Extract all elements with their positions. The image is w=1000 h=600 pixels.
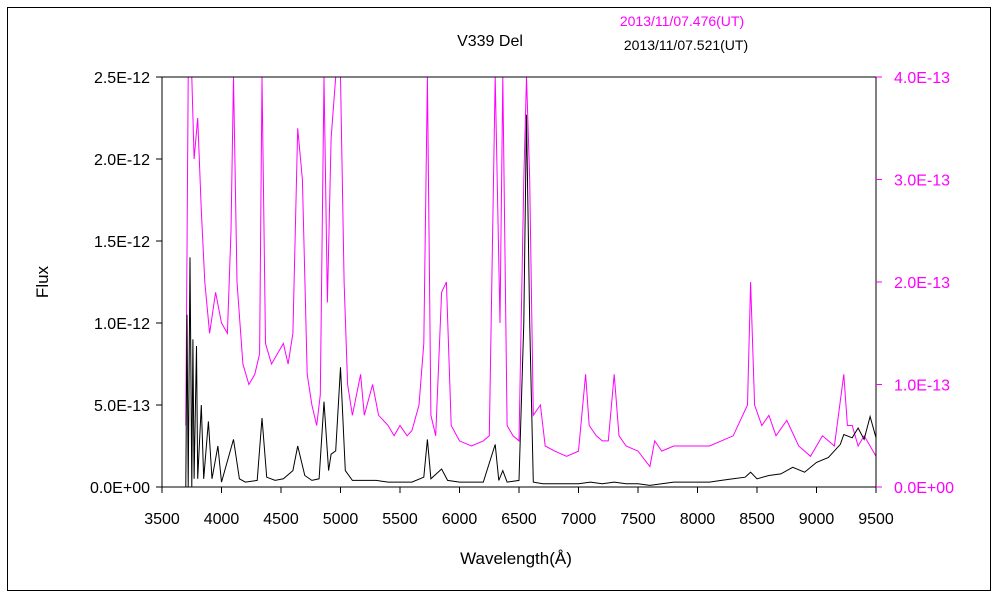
series-line-magenta: [185, 76, 877, 468]
legend-series-magenta: 2013/11/07.476(UT): [620, 13, 744, 29]
x-tick-label: 4000: [204, 511, 240, 528]
x-tick-label: 3500: [144, 511, 180, 528]
y-left-tick-label: 1.5E-12: [94, 234, 150, 251]
x-tick-label: 8000: [680, 511, 716, 528]
y-right-tick-label: 3.0E-13: [894, 173, 950, 190]
y-left-tick-label: 1.0E-12: [94, 316, 150, 333]
y-left-tick-label: 2.0E-12: [94, 152, 150, 169]
x-tick-label: 9500: [858, 511, 894, 528]
x-tick-label: 9000: [799, 511, 835, 528]
legend-series-black: 2013/11/07.521(UT): [624, 37, 748, 53]
y-right-tick-label: 0.0E+00: [894, 480, 954, 497]
series-line-black: [185, 114, 877, 488]
y-right-tick-label: 1.0E-13: [894, 378, 950, 395]
x-tick-label: 7500: [620, 511, 656, 528]
y-left-tick-label: 0.0E+00: [90, 480, 150, 497]
y-axis-label: Flux: [33, 265, 52, 298]
x-tick-label: 5500: [382, 511, 418, 528]
y-right-tick-label: 4.0E-13: [894, 70, 950, 87]
y-right-tick-label: 2.0E-13: [894, 275, 950, 292]
x-tick-label: 4500: [263, 511, 299, 528]
x-tick-label: 5000: [323, 511, 359, 528]
y-left-tick-label: 5.0E-13: [94, 398, 150, 415]
x-tick-label: 6500: [501, 511, 537, 528]
x-tick-label: 6000: [442, 511, 478, 528]
y-left-tick-label: 2.5E-12: [94, 70, 150, 87]
chart-frame: [7, 7, 991, 591]
x-tick-label: 8500: [739, 511, 775, 528]
x-tick-label: 7000: [561, 511, 597, 528]
chart-title: V339 Del: [457, 33, 523, 50]
x-axis-label: Wavelength(Å): [460, 549, 572, 568]
